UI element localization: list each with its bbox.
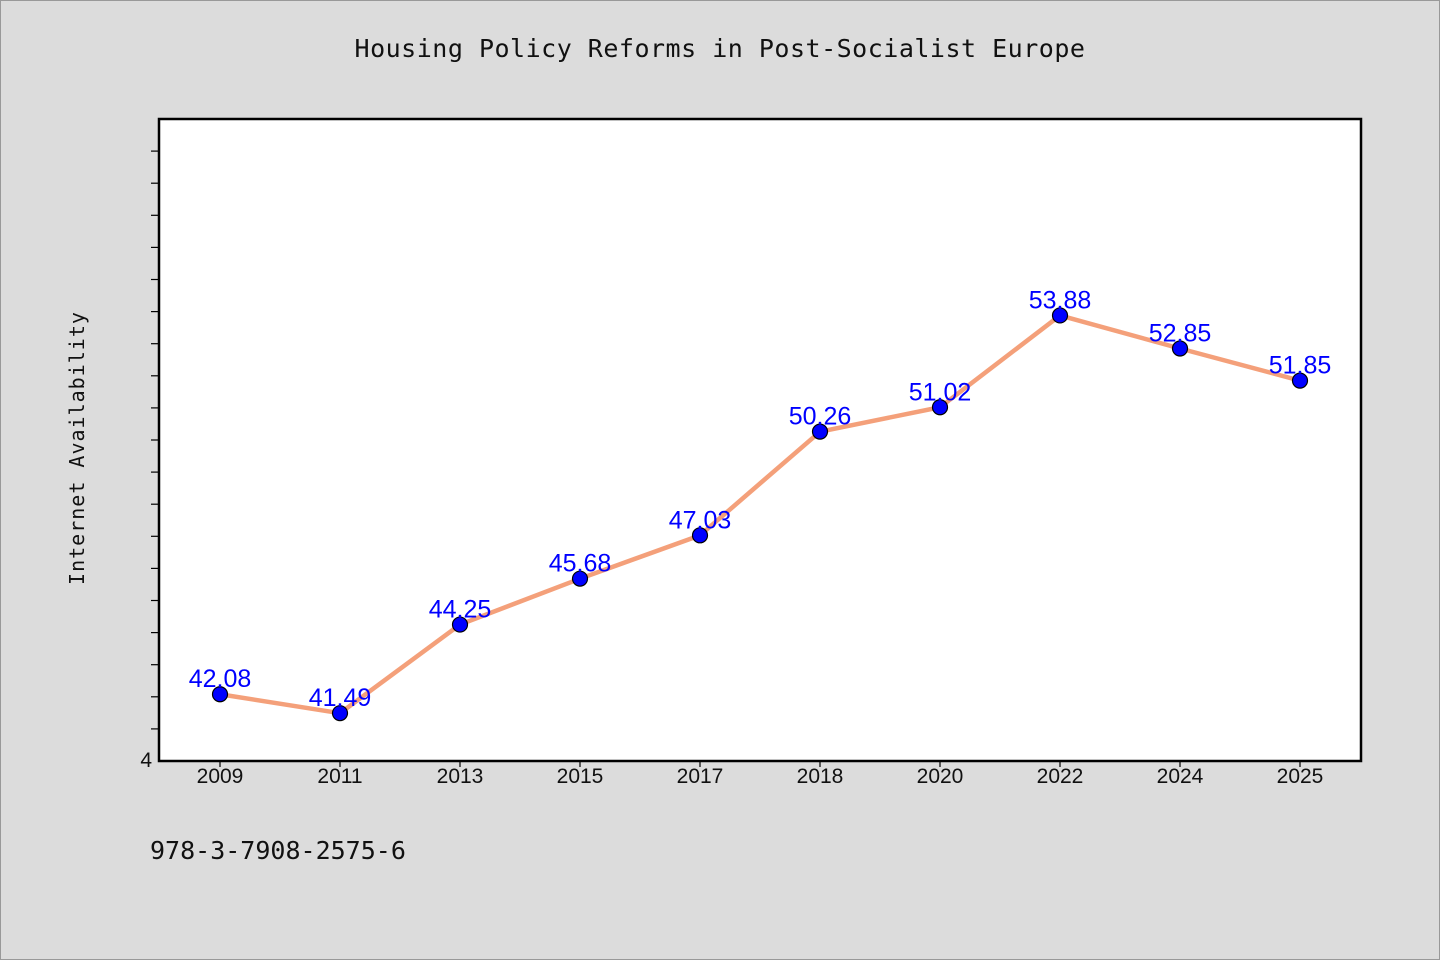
- y-tick-label: 4: [140, 749, 152, 772]
- data-label: 51.02: [909, 378, 972, 406]
- x-tick-label: 2024: [1157, 765, 1204, 788]
- data-point: [331, 705, 349, 722]
- data-label: 45.68: [549, 550, 612, 578]
- data-label: 52.85: [1149, 320, 1212, 348]
- isbn-footnote: 978-3-7908-2575-6: [150, 836, 406, 865]
- data-label: 41.49: [309, 684, 372, 712]
- x-tick-label: 2018: [797, 765, 844, 788]
- data-point: [691, 527, 709, 544]
- x-tick-label: 2011: [317, 765, 362, 788]
- data-label: 53.88: [1029, 286, 1092, 314]
- data-label: 50.26: [789, 403, 852, 431]
- data-point: [811, 423, 829, 440]
- x-tick-label: 2015: [557, 765, 604, 788]
- x-tick-label: 2017: [677, 765, 724, 788]
- data-point: [451, 616, 469, 633]
- series-line: [217, 313, 1303, 716]
- plot-area: [157, 117, 1363, 763]
- x-tick-label: 2020: [917, 765, 964, 788]
- x-tick-label: 2009: [197, 765, 244, 788]
- data-point: [1171, 340, 1189, 357]
- x-tick-label: 2025: [1277, 765, 1324, 788]
- data-label: 47.03: [669, 506, 732, 534]
- data-label: 44.25: [429, 596, 492, 624]
- data-label: 51.85: [1269, 352, 1332, 380]
- x-tick-label: 2022: [1037, 765, 1084, 788]
- data-label: 42.08: [189, 665, 252, 693]
- data-point: [1291, 372, 1309, 389]
- x-tick-label: 2013: [437, 765, 484, 788]
- data-point: [211, 686, 229, 703]
- data-point: [1051, 307, 1069, 324]
- data-point: [571, 570, 589, 587]
- data-point: [931, 399, 949, 416]
- chart-title: Housing Policy Reforms in Post-Socialist…: [354, 34, 1086, 63]
